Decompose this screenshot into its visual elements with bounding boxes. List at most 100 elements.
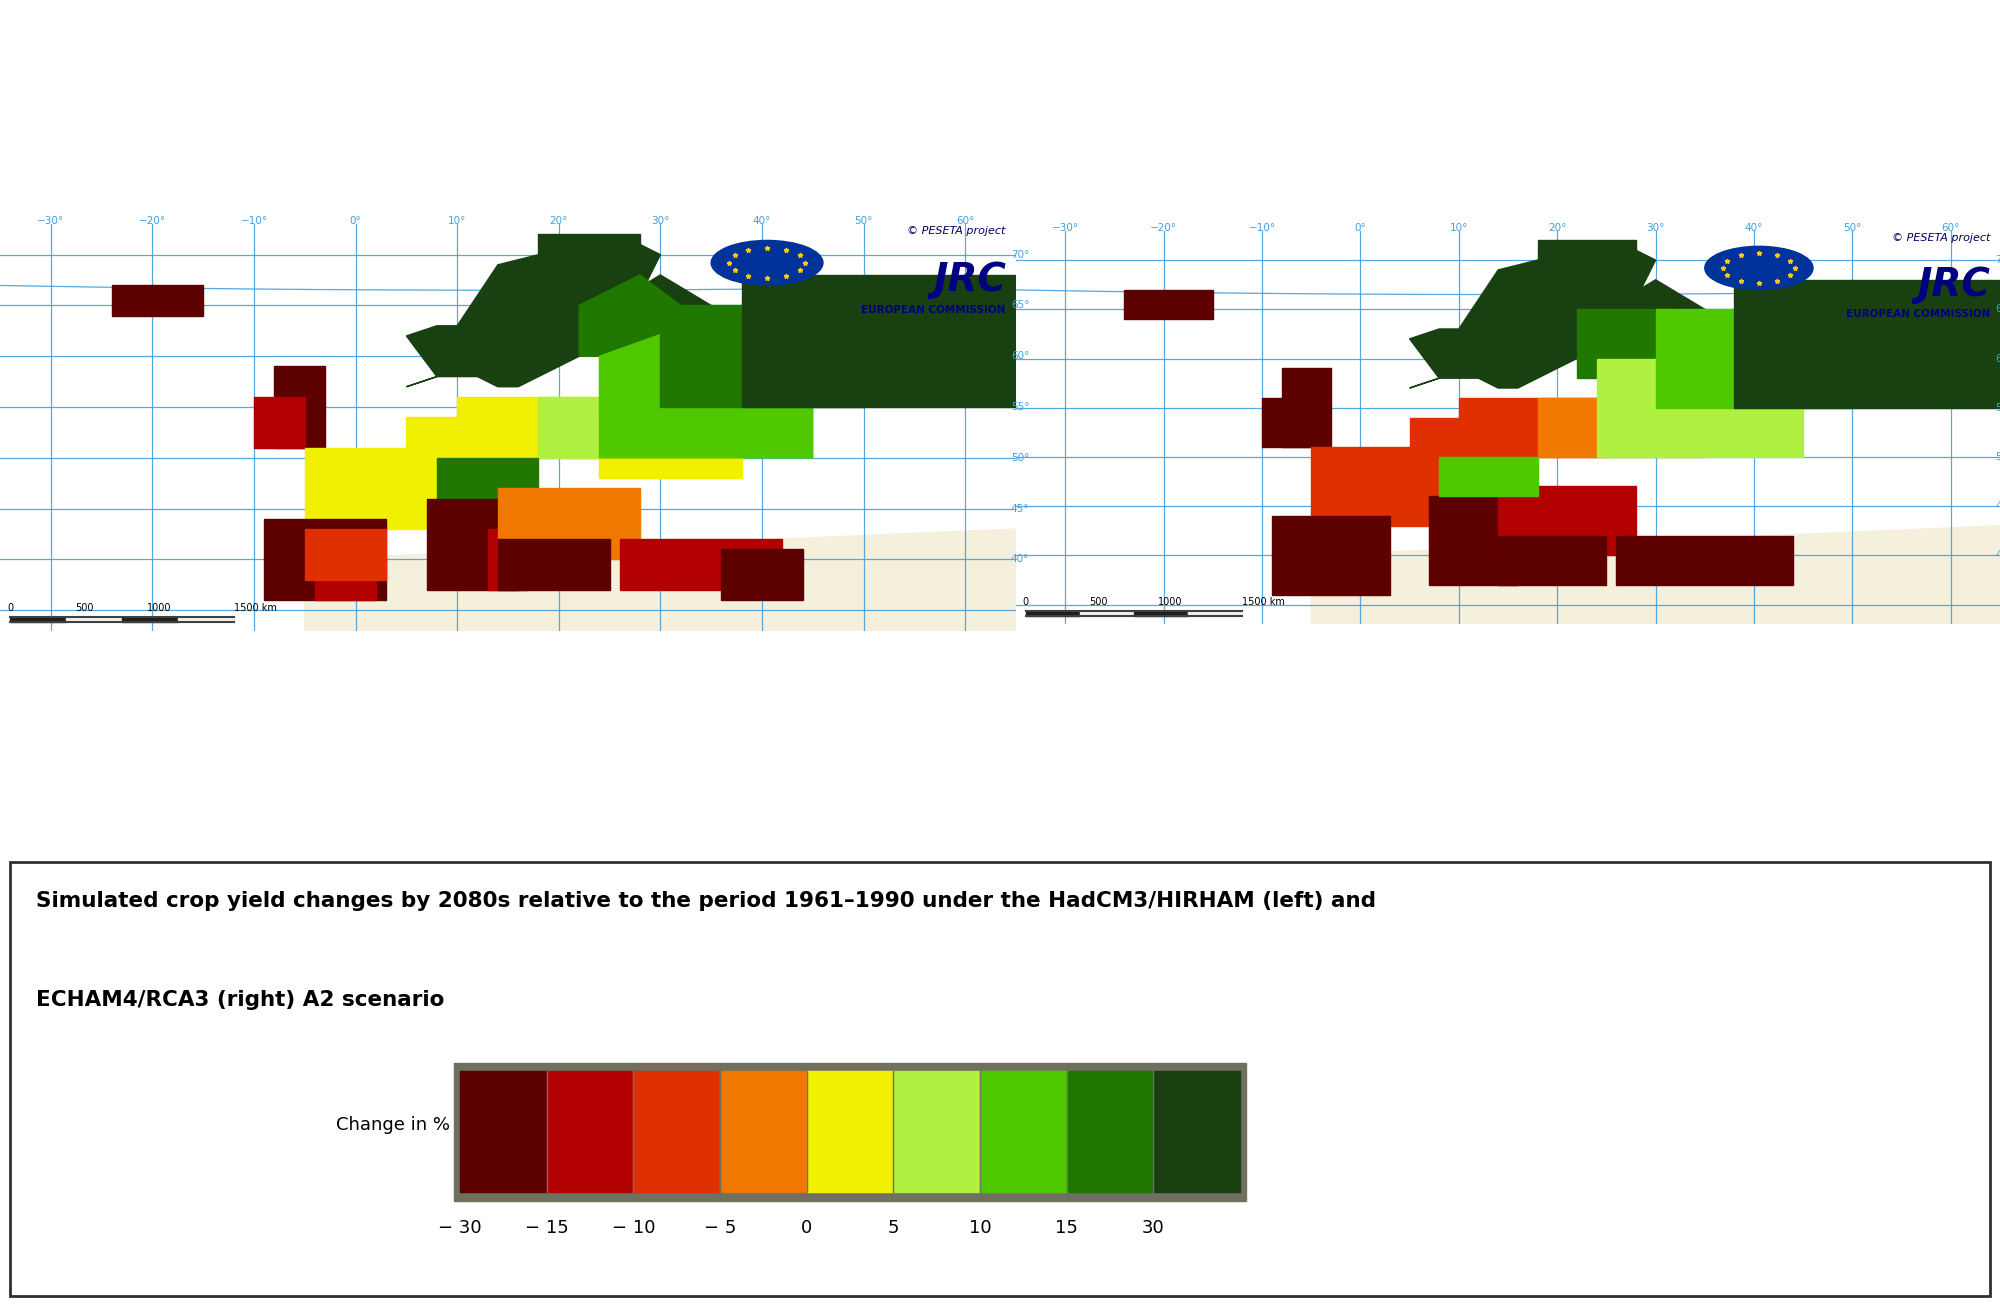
Text: 50°: 50° [854, 217, 872, 226]
Text: 10: 10 [968, 1219, 992, 1237]
Polygon shape [1498, 535, 1606, 585]
Bar [460, 1071, 546, 1193]
Polygon shape [458, 397, 610, 458]
Text: 0°: 0° [350, 217, 362, 226]
Polygon shape [304, 529, 1016, 630]
Polygon shape [1734, 279, 2000, 407]
Polygon shape [112, 286, 204, 316]
Polygon shape [274, 367, 326, 448]
Polygon shape [580, 275, 680, 356]
Bar [1134, 612, 1188, 616]
Polygon shape [1262, 398, 1312, 448]
Bar [1154, 1071, 1240, 1193]
Text: 40°: 40° [1010, 555, 1030, 565]
Polygon shape [1410, 418, 1508, 487]
Polygon shape [304, 529, 386, 579]
Polygon shape [722, 549, 802, 600]
Text: 20°: 20° [550, 217, 568, 226]
Circle shape [1704, 247, 1814, 290]
Text: 65°: 65° [1010, 300, 1030, 311]
Text: 45°: 45° [1010, 504, 1030, 514]
Polygon shape [1538, 398, 1704, 457]
Text: JRC: JRC [1918, 266, 1990, 304]
Polygon shape [1458, 398, 1606, 457]
Polygon shape [1538, 240, 1636, 339]
Text: 15: 15 [1056, 1219, 1078, 1237]
Polygon shape [1596, 359, 1804, 457]
Text: −20°: −20° [138, 217, 166, 226]
Text: 40°: 40° [1996, 551, 2000, 560]
Text: EUROPEAN COMMISSION: EUROPEAN COMMISSION [1846, 309, 1990, 320]
Polygon shape [742, 275, 1016, 407]
Text: ECHAM4/RCA3 (right) A2 scenario: ECHAM4/RCA3 (right) A2 scenario [36, 989, 444, 1010]
Text: Change in %: Change in % [336, 1116, 450, 1134]
Text: 500: 500 [1088, 598, 1108, 607]
Polygon shape [406, 244, 660, 386]
Polygon shape [498, 488, 640, 560]
Polygon shape [314, 579, 376, 600]
Text: 55°: 55° [1996, 403, 2000, 412]
Polygon shape [1498, 487, 1636, 556]
Polygon shape [610, 275, 712, 407]
Polygon shape [488, 529, 528, 590]
Bar [894, 1071, 980, 1193]
Text: EUROPEAN COMMISSION: EUROPEAN COMMISSION [862, 305, 1006, 316]
Text: − 15: − 15 [524, 1219, 568, 1237]
Polygon shape [1576, 309, 1676, 378]
Polygon shape [436, 458, 538, 499]
Text: 20°: 20° [1548, 223, 1566, 232]
Polygon shape [1616, 535, 1794, 585]
Polygon shape [1124, 290, 1212, 320]
Text: 1000: 1000 [146, 603, 172, 613]
Bar [122, 617, 178, 622]
Text: © PESETA project: © PESETA project [908, 226, 1006, 236]
Text: −10°: −10° [240, 217, 268, 226]
Text: 60°: 60° [1996, 354, 2000, 364]
Polygon shape [1606, 279, 1704, 407]
Polygon shape [1410, 251, 1656, 388]
Bar [178, 617, 234, 622]
Bar [10, 617, 66, 622]
Bar [454, 1062, 1246, 1201]
Text: 1000: 1000 [1158, 598, 1182, 607]
Polygon shape [1440, 457, 1538, 496]
Polygon shape [620, 539, 782, 590]
Polygon shape [1282, 368, 1330, 448]
Text: 60°: 60° [1942, 223, 1960, 232]
Polygon shape [304, 448, 436, 529]
Circle shape [712, 240, 822, 286]
Bar [634, 1071, 720, 1193]
Text: 1500 km: 1500 km [234, 603, 276, 613]
Bar [1026, 612, 1080, 616]
Polygon shape [538, 235, 640, 335]
Text: 0°: 0° [1354, 223, 1366, 232]
Text: −30°: −30° [1052, 223, 1078, 232]
Polygon shape [1312, 448, 1440, 526]
Text: 10°: 10° [1450, 223, 1468, 232]
Text: 0: 0 [1022, 598, 1028, 607]
Bar [806, 1071, 894, 1193]
Text: 60°: 60° [956, 217, 974, 226]
Polygon shape [538, 397, 712, 458]
Text: 65°: 65° [1996, 304, 2000, 315]
Bar [1066, 1071, 1154, 1193]
Text: 30°: 30° [1646, 223, 1664, 232]
Polygon shape [498, 539, 610, 590]
Polygon shape [600, 305, 812, 458]
Bar [546, 1071, 634, 1193]
Bar [1188, 612, 1242, 616]
Text: 30°: 30° [652, 217, 670, 226]
Bar [980, 1071, 1066, 1193]
Text: © PESETA project: © PESETA project [1892, 232, 1990, 243]
Text: −30°: −30° [38, 217, 64, 226]
Polygon shape [254, 397, 304, 448]
Text: 10°: 10° [448, 217, 466, 226]
Text: 500: 500 [76, 603, 94, 613]
Text: Simulated crop yield changes by 2080s relative to the period 1961–1990 under the: Simulated crop yield changes by 2080s re… [36, 891, 1376, 911]
Polygon shape [1272, 515, 1390, 595]
Polygon shape [660, 305, 864, 407]
Polygon shape [1656, 309, 1852, 407]
Text: 50°: 50° [1996, 452, 2000, 462]
Text: −20°: −20° [1150, 223, 1178, 232]
Bar [66, 617, 122, 622]
